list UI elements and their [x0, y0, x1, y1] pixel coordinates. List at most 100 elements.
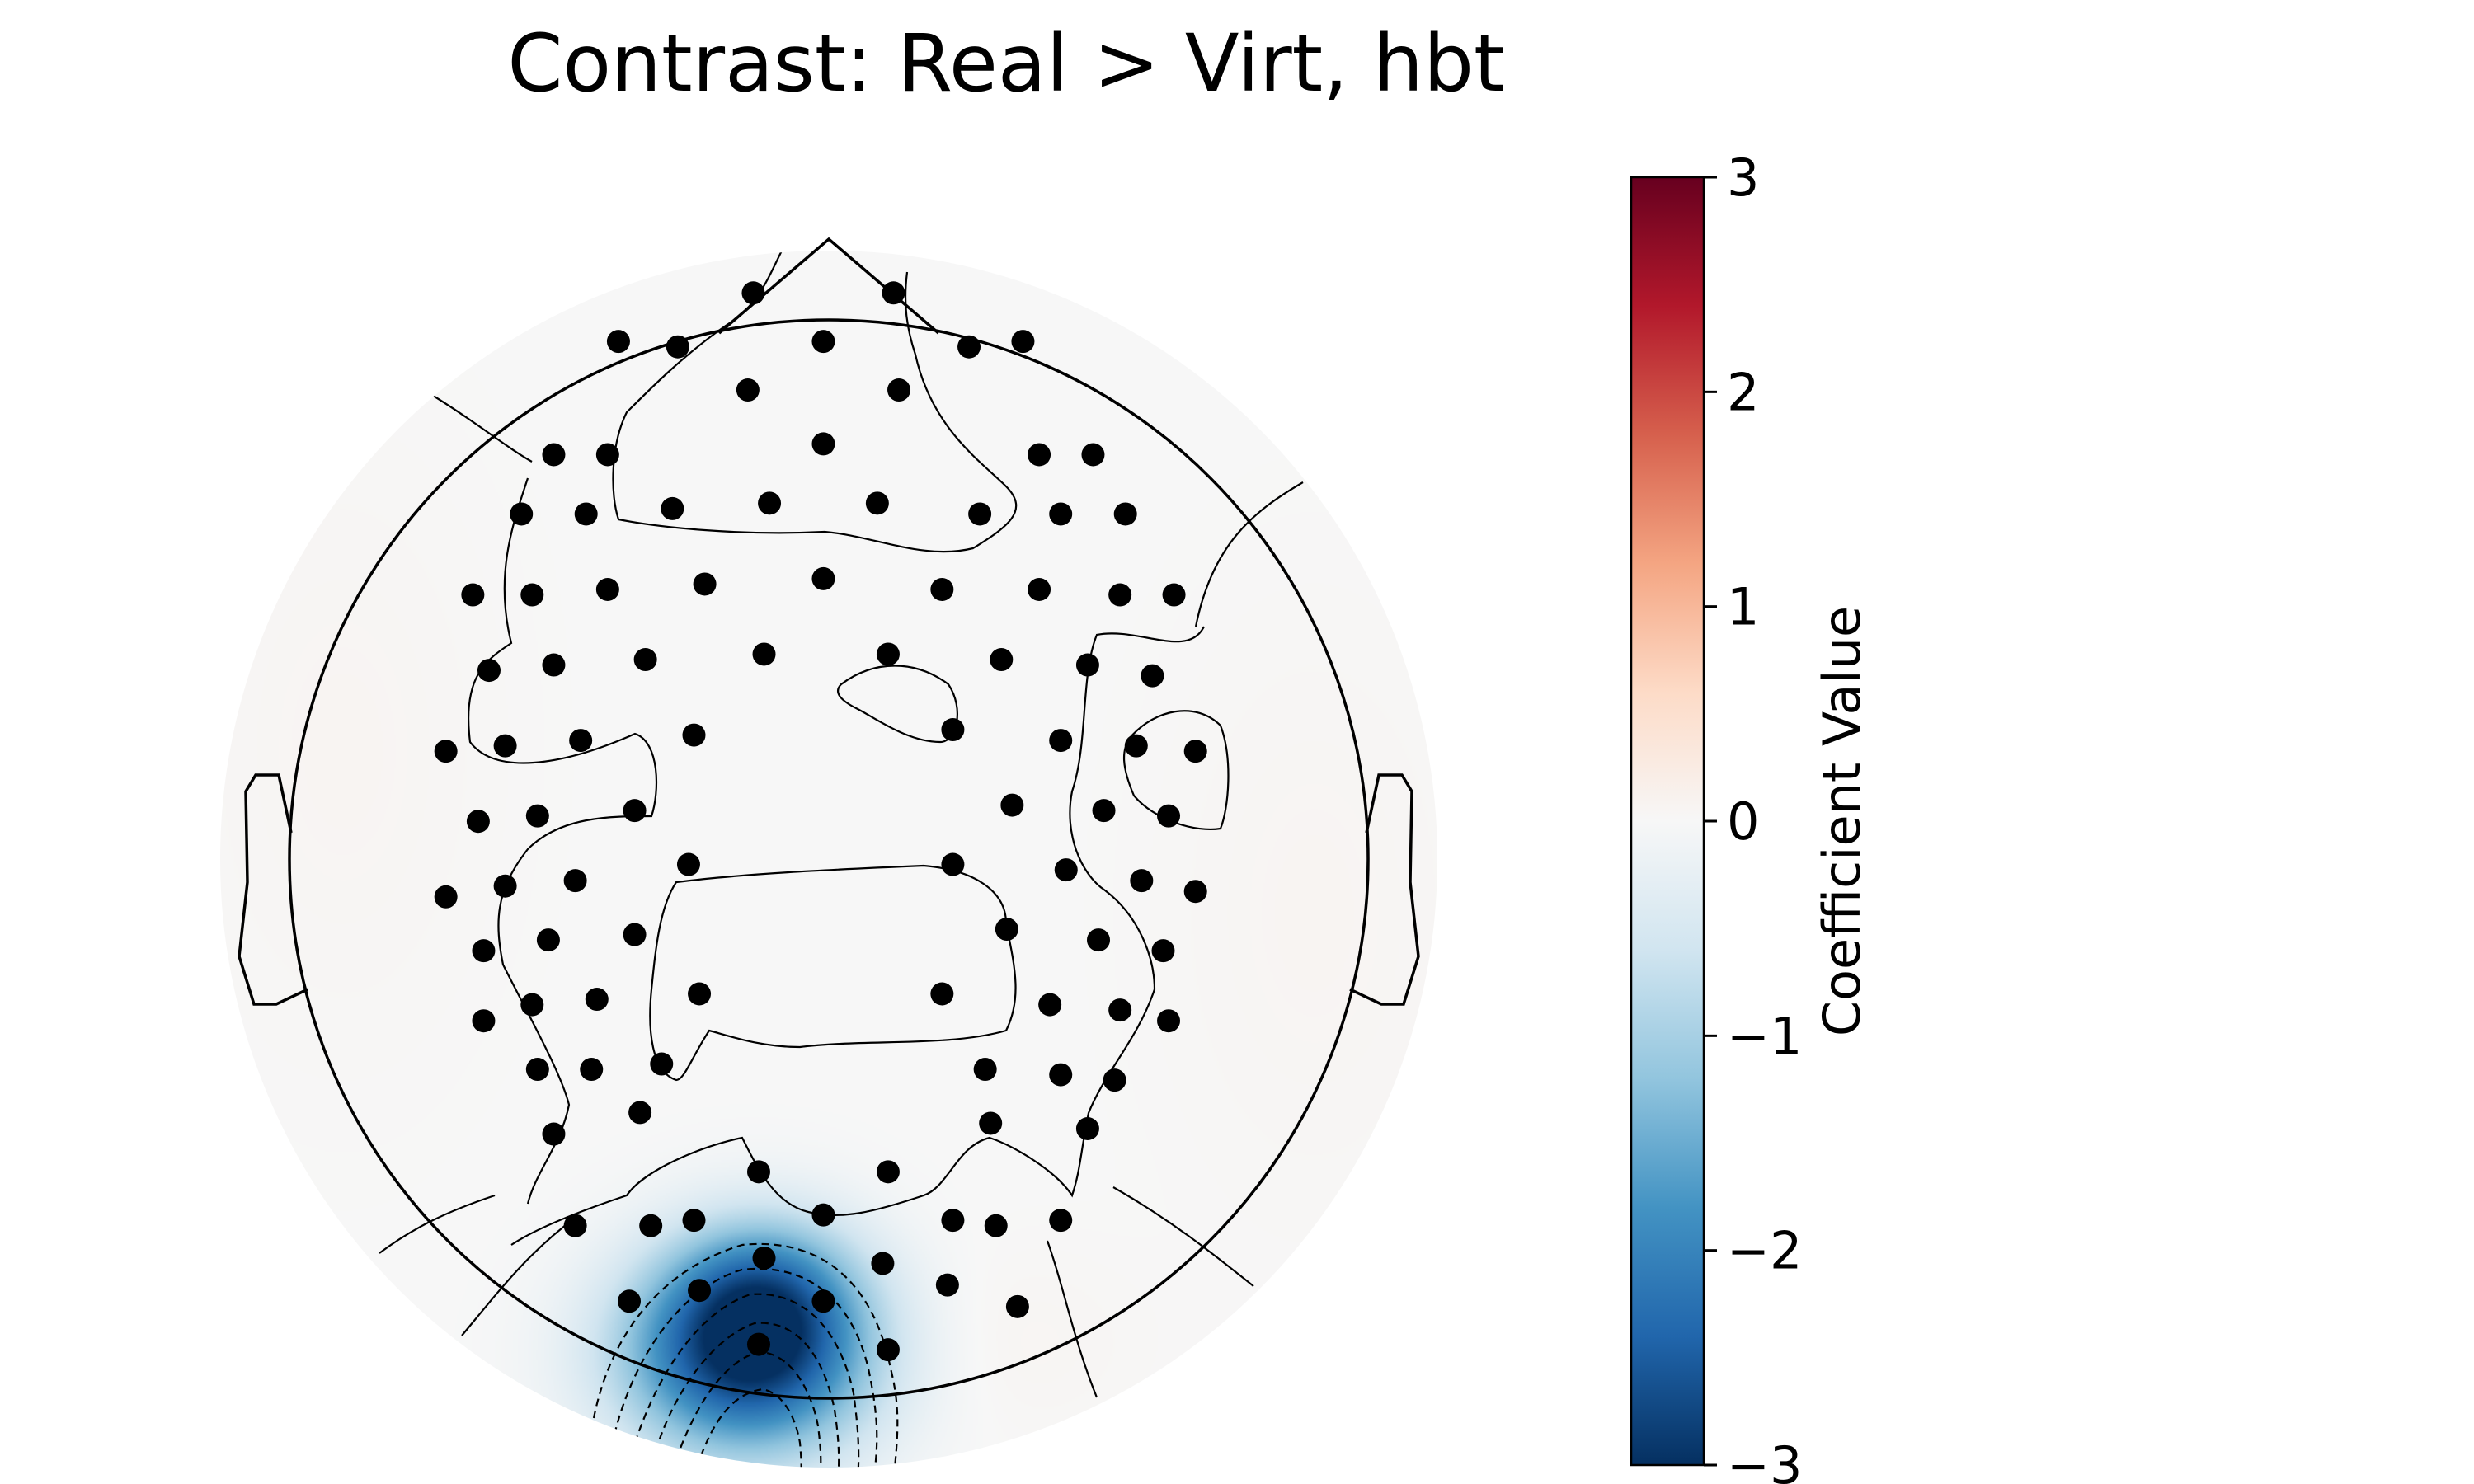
sensor-dot: [811, 330, 835, 354]
sensor-dot: [968, 502, 992, 526]
sensor-dot: [510, 502, 534, 526]
topomap-field: [220, 251, 1437, 1468]
sensor-dot: [682, 723, 706, 747]
sensor-dot: [493, 874, 517, 898]
contour-lines: [379, 251, 1304, 1468]
sensor-dot: [990, 648, 1014, 672]
head-circle: [288, 318, 1370, 1400]
sensor-dot: [1151, 939, 1175, 963]
sensor-dot: [1075, 1117, 1099, 1140]
sensor-dot: [639, 1214, 663, 1237]
sensor-dot: [1087, 928, 1110, 952]
topomap: [220, 237, 1437, 1468]
sensor-dot: [1141, 664, 1164, 688]
right-ear-outline: [1349, 773, 1420, 1006]
contour-line-zero: [461, 1215, 578, 1336]
sensor-dot: [930, 982, 954, 1006]
sensor-dot: [1028, 443, 1051, 467]
sensor-dot: [542, 1122, 566, 1146]
contour-line-neg: [654, 1322, 840, 1468]
sensor-dot: [1011, 330, 1035, 354]
sensor-dot: [1183, 880, 1207, 904]
sensor-dot: [472, 1009, 496, 1033]
colorbar-tick-label: −2: [1727, 1221, 1802, 1281]
sensor-dot: [887, 378, 911, 402]
sensor-dot: [876, 1338, 900, 1362]
sensor-dot: [865, 491, 889, 515]
sensor-dot: [935, 1273, 959, 1297]
sensor-dot: [1049, 502, 1073, 526]
sensor-dot: [606, 330, 630, 354]
sensor-dot: [1075, 653, 1099, 677]
sensor-dot: [520, 583, 544, 607]
sensor-dot: [466, 810, 490, 834]
sensor-dot: [434, 740, 458, 763]
sensor-dot: [957, 335, 981, 359]
sensor-dot: [1054, 858, 1078, 882]
sensor-dot: [1092, 799, 1116, 823]
sensor-dot: [1000, 793, 1024, 817]
sensor-dot: [871, 1252, 895, 1275]
sensor-dot: [1103, 1068, 1126, 1092]
sensor-dot: [628, 1101, 652, 1125]
sensor-dot: [941, 1209, 965, 1233]
sensor-dot: [682, 1209, 706, 1233]
sensor-dot: [1049, 1209, 1073, 1233]
colorbar-tick-label: 2: [1727, 362, 1759, 422]
contour-line-neg: [592, 1242, 899, 1468]
sensor-dot: [623, 923, 647, 946]
sensor-dot: [595, 578, 619, 601]
sensor-dot: [542, 653, 566, 677]
sensor-dot: [736, 378, 760, 402]
colorbar-tick-label: 1: [1727, 577, 1759, 637]
contour-line-zero: [430, 393, 533, 463]
sensor-dot: [746, 1160, 770, 1184]
sensor-dot: [1005, 1294, 1029, 1318]
sensor-dot: [1108, 998, 1132, 1022]
sensor-dot: [693, 572, 717, 596]
contour-line-zero: [510, 626, 1205, 1246]
sensor-dot: [666, 335, 689, 359]
contour-line-zero: [1122, 710, 1230, 830]
sensor-dot: [1049, 1063, 1073, 1087]
sensor-dot: [563, 869, 587, 893]
contour-line-zero: [649, 864, 1017, 1082]
sensor-dot: [1081, 443, 1105, 467]
sensor-dot: [1162, 583, 1186, 607]
sensor-dot: [633, 648, 657, 672]
sensor-dot: [1108, 583, 1132, 607]
sensor-dot: [461, 583, 485, 607]
sensor-dot: [520, 993, 544, 1017]
sensor-dot: [434, 885, 458, 909]
sensor-dot: [569, 729, 593, 753]
sensor-dot: [984, 1214, 1008, 1237]
sensor-dot: [882, 281, 905, 305]
left-ear-outline: [238, 773, 308, 1006]
contour-line-neg: [695, 1388, 802, 1468]
sensor-dot: [477, 659, 501, 683]
sensor-dot: [618, 1289, 642, 1313]
sensor-dot: [811, 566, 835, 590]
colorbar-tick-label: 3: [1727, 148, 1759, 208]
sensor-dot: [758, 491, 782, 515]
sensor-dot: [525, 804, 549, 828]
sensor-dot: [1028, 578, 1051, 601]
sensor-dot: [563, 1214, 587, 1237]
sensor-dot: [542, 443, 566, 467]
sensor-dot: [811, 432, 835, 456]
colorbar-ticks: 3 2 1 0 −1 −2 −3: [1704, 148, 1802, 1484]
contour-line-zero: [612, 251, 1018, 553]
chart-title: Contrast: Real > Virt, hbt: [507, 17, 1504, 110]
colorbar-tick-label: −3: [1727, 1435, 1802, 1484]
contour-line-neg: [613, 1267, 878, 1468]
sensor-dot: [876, 642, 900, 666]
colorbar-tick-label: 0: [1727, 791, 1759, 852]
sensor-layer: [434, 281, 1207, 1362]
sensor-dot: [1038, 993, 1062, 1017]
sensor-dot: [1157, 1009, 1181, 1033]
sensor-dot: [995, 918, 1018, 942]
sensor-dot: [580, 1058, 604, 1082]
sensor-dot: [930, 578, 954, 601]
contour-line-zero: [1194, 481, 1304, 627]
